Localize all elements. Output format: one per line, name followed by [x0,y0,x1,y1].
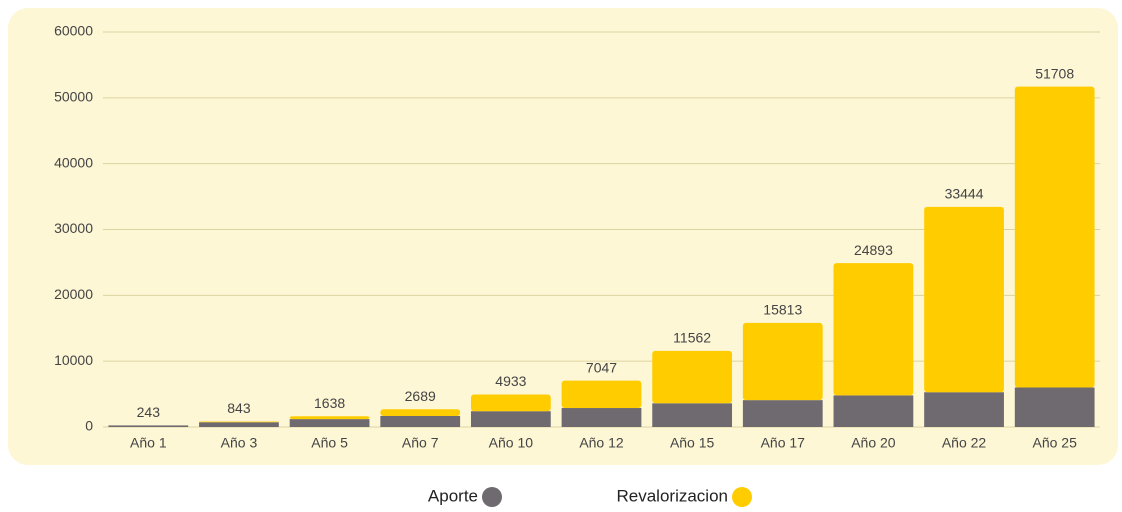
total-label: 11562 [673,330,711,346]
bar-segment [833,395,914,427]
x-tick-label: Año 10 [489,435,534,451]
y-tick-label: 50000 [54,89,93,105]
bar-segment [561,408,642,427]
bar-segment [289,419,370,427]
y-tick-label: 40000 [54,154,93,170]
total-label: 24893 [854,242,893,258]
y-tick-label: 30000 [54,220,93,236]
bar-segment [652,403,733,427]
y-tick-label: 0 [85,418,93,434]
x-tick-label: Año 7 [402,435,439,451]
bar-segment [289,416,370,420]
x-tick-label: Año 1 [130,435,167,451]
total-label: 15813 [763,302,802,318]
x-tick-label: Año 5 [311,435,348,451]
legend-swatch [482,487,502,507]
legend-label: Revalorizacion [617,486,729,505]
bar-segment [924,206,1004,393]
bar-segment [742,322,823,401]
total-label: 4933 [495,373,526,389]
legend-label: Aporte [428,486,478,505]
x-tick-label: Año 22 [942,435,987,451]
bar-segment [199,421,279,423]
y-tick-label: 20000 [54,286,93,302]
total-label: 33444 [945,186,984,202]
y-tick-label: 60000 [54,23,93,39]
x-tick-label: Año 20 [851,435,896,451]
x-tick-label: Año 3 [221,435,258,451]
bar-segment [380,409,461,416]
bar-segment [199,422,279,427]
x-tick-label: Año 25 [1032,435,1077,451]
bar-segment [742,400,823,427]
x-tick-label: Año 17 [761,435,806,451]
bar-segment [1014,387,1095,427]
total-label: 2689 [405,388,436,404]
bar-segment [1014,86,1095,388]
bar-segment [380,415,461,427]
legend-swatch [732,487,752,507]
bar-segment [470,411,551,427]
bar-segment [652,350,733,404]
total-label: 7047 [586,359,617,375]
total-label: 51708 [1035,65,1074,81]
bar-segment [924,392,1004,427]
y-tick-label: 10000 [54,352,93,368]
bar-segment [833,263,914,396]
x-tick-label: Año 15 [670,435,715,451]
bar-segment [561,380,642,409]
total-label: 243 [137,404,161,420]
x-tick-label: Año 12 [579,435,624,451]
total-label: 1638 [314,395,345,411]
total-label: 843 [227,400,251,416]
bar-segment [470,394,551,412]
bar-segment [108,425,189,427]
